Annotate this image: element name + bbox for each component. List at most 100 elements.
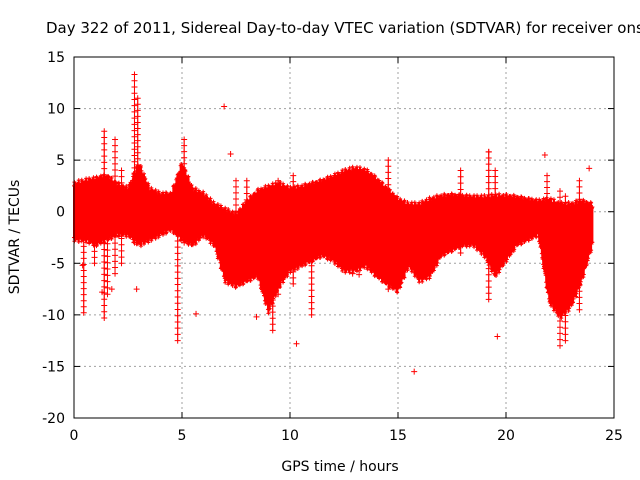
data-point: [562, 331, 569, 338]
data-point: [380, 279, 385, 284]
data-point: [233, 177, 239, 184]
data-point: [385, 157, 392, 164]
data-point: [586, 165, 593, 172]
data-point: [118, 241, 125, 248]
data-point: [494, 333, 501, 340]
data-point: [161, 192, 166, 197]
data-point: [104, 272, 111, 279]
data-point: [266, 311, 271, 316]
data-point: [557, 188, 563, 195]
data-point: [112, 270, 119, 277]
x-tick-label: 5: [178, 428, 187, 444]
data-point: [104, 266, 111, 273]
data-point: [80, 285, 87, 292]
data-point: [118, 167, 125, 174]
data-point: [104, 291, 111, 298]
data-point: [80, 255, 87, 262]
data-point: [205, 195, 210, 200]
data-point: [519, 194, 524, 199]
y-tick-label: -15: [42, 359, 65, 375]
y-tick-label: 15: [47, 50, 65, 66]
data-point: [106, 174, 111, 179]
data-point: [131, 90, 138, 97]
data-point: [576, 306, 583, 313]
data-point: [164, 230, 169, 235]
data-point: [91, 254, 98, 261]
data-point: [308, 299, 315, 306]
data-point: [392, 193, 397, 198]
data-point: [233, 195, 239, 202]
data-point: [221, 103, 228, 110]
data-point: [101, 271, 108, 278]
data-point: [340, 168, 345, 173]
data-point: [164, 191, 169, 196]
data-point: [201, 189, 206, 194]
chart-title: Day 322 of 2011, Sidereal Day-to-day VTE…: [46, 19, 640, 37]
data-point: [269, 327, 276, 334]
data-point: [267, 306, 272, 311]
y-tick-label: -20: [42, 411, 65, 427]
data-point: [84, 178, 89, 183]
data-point: [325, 257, 330, 262]
data-point: [112, 154, 119, 161]
data-point: [296, 265, 301, 270]
data-point: [101, 314, 108, 321]
data-point: [544, 172, 551, 179]
data-point: [290, 172, 297, 179]
data-point: [116, 234, 121, 239]
data-point: [118, 260, 125, 267]
data-point: [492, 167, 499, 174]
data-point: [432, 265, 437, 270]
data-point: [133, 286, 140, 293]
data-point: [485, 148, 492, 155]
data-point: [576, 300, 583, 307]
data-point: [385, 175, 392, 182]
data-point: [146, 181, 151, 186]
data-point: [131, 108, 138, 115]
data-point: [285, 183, 290, 188]
data-point: [557, 324, 563, 331]
data-point: [101, 265, 108, 272]
data-point: [101, 283, 108, 290]
data-point: [512, 194, 517, 199]
y-tick-label: 0: [56, 205, 65, 221]
data-point: [198, 235, 203, 240]
data-point: [174, 312, 181, 319]
data-point: [174, 337, 181, 344]
y-tick-label: -5: [51, 256, 65, 272]
data-point: [208, 241, 213, 246]
data-point: [409, 269, 414, 274]
data-point: [485, 173, 492, 180]
data-point: [101, 134, 108, 141]
data-point: [233, 183, 239, 190]
data-point: [308, 281, 315, 288]
data-point: [112, 264, 119, 271]
data-point: [380, 181, 385, 186]
data-point: [402, 198, 407, 203]
data-point: [398, 285, 403, 290]
data-point: [91, 260, 98, 267]
data-point: [385, 163, 392, 170]
data-point: [174, 294, 181, 301]
data-point: [108, 286, 115, 293]
x-axis-label: GPS time / hours: [281, 459, 398, 475]
data-point: [308, 311, 315, 318]
data-point: [186, 174, 191, 179]
data-point: [174, 250, 181, 257]
data-point: [190, 243, 195, 248]
data-point: [101, 140, 108, 147]
x-tick-label: 15: [389, 428, 407, 444]
data-point: [557, 336, 563, 343]
data-point: [112, 166, 119, 173]
data-point: [138, 163, 143, 168]
data-point: [576, 177, 583, 184]
data-point: [131, 152, 138, 159]
data-point: [91, 248, 98, 255]
data-point: [101, 165, 108, 172]
data-point: [373, 273, 378, 278]
data-point: [562, 337, 569, 344]
data-point: [112, 252, 119, 259]
data-point: [325, 174, 330, 179]
data-point: [248, 278, 253, 283]
data-point: [457, 180, 464, 187]
